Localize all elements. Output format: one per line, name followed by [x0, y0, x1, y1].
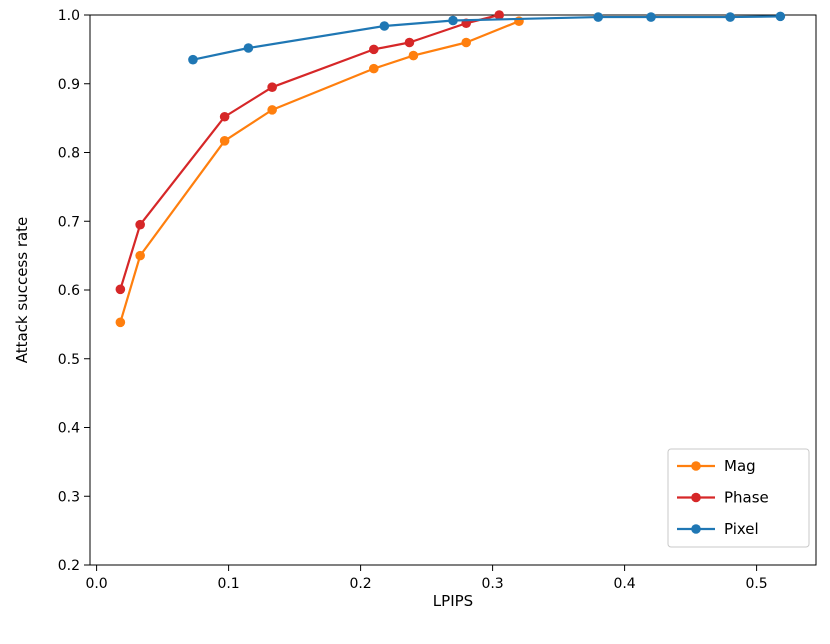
series-phase-marker	[219, 111, 230, 122]
y-axis-tick-label: 1.0	[58, 8, 80, 24]
y-axis-tick-label: 0.4	[58, 421, 80, 437]
series-phase-line	[119, 13, 501, 291]
y-axis-tick-label: 0.7	[58, 214, 80, 230]
series-mag-marker	[219, 136, 230, 146]
legend-item-pixel: Pixel	[677, 520, 759, 538]
legend: Mag Phase Pixel	[667, 448, 810, 548]
series-pixel-line	[191, 15, 782, 61]
y-axis-tick-label: 0.3	[58, 489, 80, 505]
series-pixel-marker	[243, 43, 254, 53]
y-axis-tick-label: 0.6	[58, 283, 80, 299]
series-phase-marker	[404, 37, 415, 48]
series-phase-marker	[267, 82, 277, 92]
y-axis-tick-label: 0.5	[58, 352, 80, 368]
series-phase-marker	[369, 44, 379, 55]
y-axis-tick-label: 0.8	[58, 146, 80, 162]
legend-label: Pixel	[724, 520, 759, 538]
series-mag-marker	[369, 63, 379, 74]
series-pixel-marker	[188, 54, 198, 65]
y-axis-tick-label: 0.2	[58, 558, 80, 574]
series-pixel-marker	[646, 12, 656, 22]
legend-item-mag: Mag	[677, 457, 756, 475]
x-axis-tick-label: 0.2	[349, 576, 371, 592]
legend-label: Mag	[724, 457, 756, 475]
series-mag-line	[119, 20, 521, 324]
series-phase-marker	[115, 284, 126, 295]
legend-marker-sample	[691, 461, 701, 471]
y-axis-tick-label: 0.9	[58, 77, 80, 93]
series-mag-marker	[135, 250, 145, 261]
series-mag-marker	[267, 105, 277, 115]
x-axis-tick-label: 0.1	[217, 576, 239, 592]
legend-label: Phase	[724, 489, 769, 507]
legend-marker-sample	[691, 492, 701, 503]
y-axis-label: Attack success rate	[13, 217, 31, 364]
x-axis-tick-label: 0.3	[481, 576, 503, 592]
x-axis-tick-label: 0.5	[745, 576, 767, 592]
series-mag-marker	[461, 37, 472, 48]
series-pixel-marker	[593, 12, 603, 22]
series-mag-marker	[408, 50, 419, 61]
x-axis-tick-label: 0.4	[613, 576, 635, 592]
series-mag-marker	[115, 317, 126, 328]
series-pixel-marker	[448, 15, 458, 26]
series-phase-marker	[494, 10, 505, 20]
series-pixel-marker	[775, 11, 786, 22]
legend-item-phase: Phase	[677, 489, 769, 507]
x-axis-label: LPIPS	[433, 592, 473, 610]
legend-frame	[667, 448, 810, 548]
plot-area: 0.0 0.1 0.2 0.3 0.4 0.5 0.2 0.3 0.4 0.5 0.6 0.7 0.8 0…	[58, 8, 817, 592]
series-pixel-marker	[379, 21, 390, 31]
series-phase-marker	[135, 219, 145, 230]
legend-marker-sample	[691, 524, 701, 534]
x-axis-tick-label: 0.0	[85, 576, 107, 592]
series-pixel-marker	[725, 12, 735, 22]
